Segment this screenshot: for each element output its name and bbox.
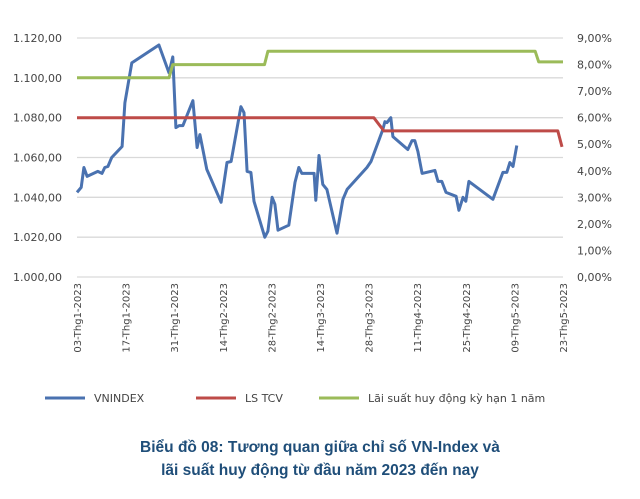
series-line-ls-tcv <box>77 116 564 148</box>
y-right-tick-label: 4,00% <box>577 165 612 178</box>
series-lines <box>75 43 564 239</box>
y-right-tick-label: 0,00% <box>577 271 612 284</box>
x-axis: 03-Thg1-2023 17-Thg1-2023 31-Thg1-2023 14-T… <box>73 283 570 353</box>
legend-label: LS TCV <box>245 392 283 405</box>
y-axis-right: 0,00% 1,00% 2,00% 3,00% 4,00% 5,00% 6,00% 7,00%… <box>577 32 612 284</box>
y-left-tick-label: 1.060,00 <box>13 152 62 165</box>
y-axis-left: 1.000,00 1.020,00 1.040,00 1.060,00 1.080,00… <box>13 32 62 284</box>
series-line-vnindex <box>75 43 519 239</box>
y-left-tick-label: 1.000,00 <box>13 271 62 284</box>
chart: 1.000,00 1.020,00 1.040,00 1.060,00 1.080,00… <box>13 32 612 405</box>
y-right-tick-label: 5,00% <box>577 138 612 151</box>
x-tick-label: 17-Thg1-2023 <box>122 283 133 353</box>
series-line-lãi-suất-huy-động-kỳ-hạn-1-năm <box>77 49 563 80</box>
y-left-tick-label: 1.020,00 <box>13 231 62 244</box>
y-right-tick-label: 9,00% <box>577 32 612 45</box>
y-right-tick-label: 3,00% <box>577 191 612 204</box>
legend-label: Lãi suất huy động kỳ hạn 1 năm <box>368 392 545 405</box>
chart-title: Biểu đồ 08: Tương quan giữa chỉ số VN-In… <box>0 436 640 482</box>
y-right-tick-label: 6,00% <box>577 112 612 125</box>
y-left-tick-label: 1.100,00 <box>13 72 62 85</box>
x-tick-label: 09-Thg5-2023 <box>510 283 521 353</box>
x-tick-label: 14-Thg3-2023 <box>316 283 327 353</box>
y-left-tick-label: 1.080,00 <box>13 112 62 125</box>
y-left-tick-label: 1.040,00 <box>13 191 62 204</box>
chart-title-line-1: Biểu đồ 08: Tương quan giữa chỉ số VN-In… <box>140 439 500 456</box>
y-right-tick-label: 7,00% <box>577 85 612 98</box>
y-right-tick-label: 8,00% <box>577 59 612 72</box>
legend: VNINDEX LS TCV Lãi suất huy động kỳ hạn 1 … <box>45 392 545 405</box>
x-tick-label: 31-Thg1-2023 <box>170 283 181 353</box>
x-tick-label: 23-Thg5-2023 <box>559 283 570 353</box>
x-tick-label: 14-Thg2-2023 <box>219 283 230 353</box>
legend-label: VNINDEX <box>94 392 145 405</box>
y-right-tick-label: 2,00% <box>577 218 612 231</box>
y-left-tick-label: 1.120,00 <box>13 32 62 45</box>
x-tick-label: 03-Thg1-2023 <box>73 283 84 353</box>
x-tick-label: 11-Thg4-2023 <box>413 283 424 353</box>
x-tick-label: 28-Thg2-2023 <box>267 283 278 353</box>
chart-title-line-2: lãi suất huy động từ đầu năm 2023 đến na… <box>161 462 479 479</box>
x-tick-label: 28-Thg3-2023 <box>365 283 376 353</box>
y-right-tick-label: 1,00% <box>577 244 612 257</box>
x-tick-label: 25-Thg4-2023 <box>462 283 473 353</box>
